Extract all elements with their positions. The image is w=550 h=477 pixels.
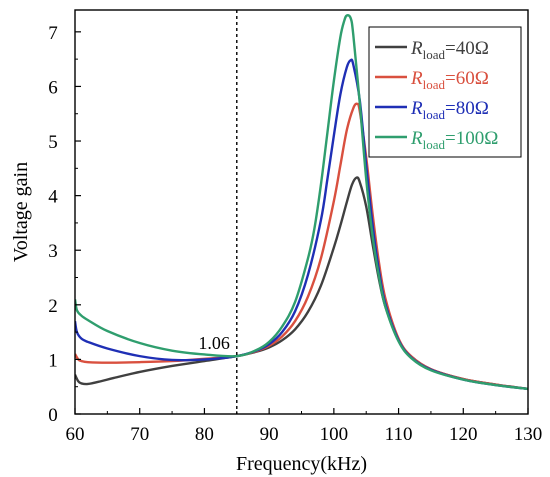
y-tick-label: 5 [48, 132, 58, 153]
x-tick-label: 100 [320, 424, 349, 445]
annotation-label: 1.06 [198, 333, 230, 353]
legend: Rload=40Ω Rload=60Ω Rload=80Ω Rload=100Ω [368, 26, 522, 158]
x-axis-title: Frequency(kHz) [236, 453, 367, 475]
y-tick-label: 4 [48, 187, 58, 208]
legend-label: Rload=100Ω [410, 128, 498, 152]
y-tick-label: 7 [48, 23, 58, 44]
y-tick-label: 1 [48, 350, 58, 371]
x-tick-label: 110 [385, 424, 413, 445]
legend-box [368, 26, 522, 158]
legend-label: Rload=60Ω [410, 68, 489, 92]
y-tick-label: 2 [48, 296, 58, 317]
y-axis-ticks: 0 1 2 3 4 5 6 7 [48, 23, 81, 426]
x-tick-label: 80 [195, 424, 214, 445]
x-axis-ticks: 60 70 80 90 100 110 120 130 [66, 408, 543, 445]
y-tick-label: 0 [48, 405, 58, 426]
x-tick-label: 70 [130, 424, 149, 445]
x-tick-label: 90 [260, 424, 279, 445]
legend-label: Rload=40Ω [410, 38, 489, 62]
x-tick-label: 120 [449, 424, 478, 445]
series-line-4 [75, 14, 528, 391]
x-tick-label: 60 [66, 424, 85, 445]
y-tick-label: 3 [48, 241, 58, 262]
y-tick-label: 6 [48, 77, 58, 98]
legend-label: Rload=80Ω [410, 98, 489, 122]
series-layer [75, 14, 528, 391]
y-axis-title: Voltage gain [10, 162, 32, 262]
x-tick-label: 130 [514, 424, 543, 445]
